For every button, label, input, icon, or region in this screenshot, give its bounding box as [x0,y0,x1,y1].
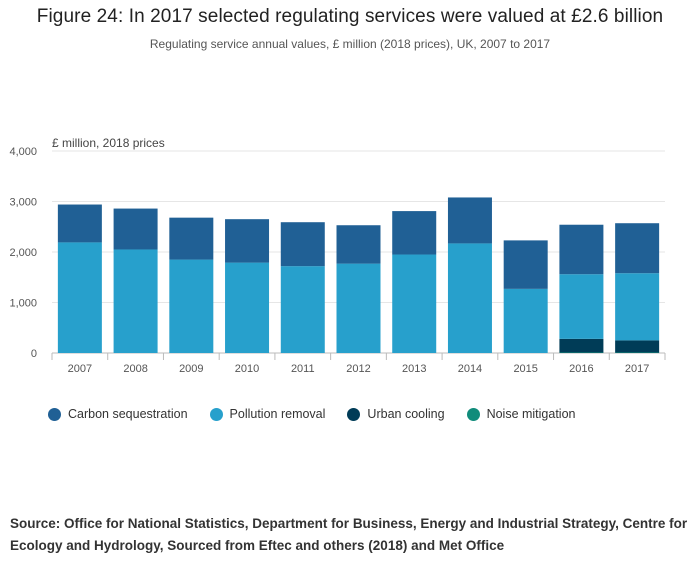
urban-cooling-swatch-icon [347,407,361,421]
bar-pollution-removal-2008[interactable] [113,249,158,353]
x-tick-label: 2011 [291,363,315,375]
bar-pollution-removal-2010[interactable] [225,262,270,353]
bar-carbon-sequestration-2010[interactable] [225,219,270,263]
bar-carbon-sequestration-2012[interactable] [336,225,381,264]
x-tick-label: 2016 [569,363,593,375]
bar-carbon-sequestration-2013[interactable] [392,211,437,255]
legend-item-urban-cooling[interactable]: Urban cooling [347,407,445,421]
legend-item-carbon-sequestration[interactable]: Carbon sequestration [48,407,188,421]
x-tick-label: 2009 [179,363,203,375]
bar-carbon-sequestration-2014[interactable] [447,197,492,244]
legend-label: Urban cooling [367,407,445,421]
legend-label: Pollution removal [229,407,326,421]
x-tick-label: 2008 [123,363,147,375]
bar-noise-mitigation-2017[interactable] [615,352,660,353]
bar-carbon-sequestration-2011[interactable] [280,222,325,267]
source-note: Source: Office for National Statistics, … [10,516,688,553]
y-tick-label: 4,000 [9,146,37,158]
y-tick-label: 3,000 [9,197,37,209]
bar-carbon-sequestration-2017[interactable] [615,223,660,274]
bar-pollution-removal-2015[interactable] [503,288,548,353]
legend-item-noise-mitigation[interactable]: Noise mitigation [466,407,576,421]
y-tick-label: 0 [31,348,37,360]
bars [57,197,660,353]
bar-pollution-removal-2009[interactable] [169,259,214,353]
legend: Carbon sequestration Pollution removal U… [48,407,576,421]
legend-item-pollution-removal[interactable]: Pollution removal [209,407,326,421]
bar-noise-mitigation-2016[interactable] [559,352,604,353]
bar-carbon-sequestration-2008[interactable] [113,208,158,250]
pollution-removal-swatch-icon [209,407,223,421]
y-axis-ticks: 0 1,000 2,000 3,000 4,000 [9,146,37,360]
x-tick-label: 2012 [346,363,370,375]
bar-pollution-removal-2017[interactable] [615,273,660,341]
bar-pollution-removal-2014[interactable] [447,243,492,353]
carbon-sequestration-swatch-icon [48,407,61,421]
bar-carbon-sequestration-2015[interactable] [503,240,548,289]
chart-subtitle: Regulating service annual values, £ mill… [149,37,551,51]
x-axis-ticks: 2007 2008 2009 2010 2011 2012 2013 2014 2015 2016… [51,353,666,375]
bar-pollution-removal-2012[interactable] [336,263,381,353]
bar-chart: 0 1,000 2,000 3,000 4,000 £ million, 2018 pr… [9,136,666,375]
legend-label: Carbon sequestration [68,407,188,421]
x-tick-label: 2014 [458,363,482,375]
chart-title: Figure 24: In 2017 selected regulating s… [36,6,664,27]
y-tick-label: 2,000 [9,247,37,259]
x-tick-label: 2017 [625,363,649,375]
y-axis-label: £ million, 2018 prices [52,136,165,150]
bar-carbon-sequestration-2009[interactable] [169,217,214,260]
bar-pollution-removal-2007[interactable] [57,242,102,353]
x-tick-label: 2007 [68,363,92,375]
x-tick-label: 2010 [235,363,259,375]
y-tick-label: 1,000 [9,298,37,310]
x-tick-label: 2013 [402,363,426,375]
bar-pollution-removal-2013[interactable] [392,254,437,353]
x-tick-label: 2015 [513,363,537,375]
bar-carbon-sequestration-2016[interactable] [559,224,604,275]
noise-mitigation-swatch-icon [466,407,480,421]
bar-urban-cooling-2016[interactable] [559,338,604,353]
bar-pollution-removal-2016[interactable] [559,274,604,339]
bar-carbon-sequestration-2007[interactable] [57,204,102,243]
bar-pollution-removal-2011[interactable] [280,266,325,353]
bar-urban-cooling-2017[interactable] [615,340,660,353]
legend-label: Noise mitigation [486,407,576,421]
